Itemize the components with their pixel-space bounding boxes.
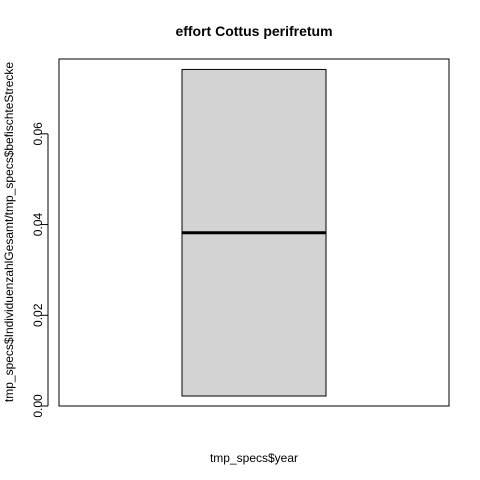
y-axis: 0.00 0.02 0.04 0.06 [31,122,49,418]
y-axis-label: tmp_specs$IndividuenzahlGesamt/tmp_specs… [2,62,16,403]
chart-title: effort Cottus perifretum [175,23,332,39]
plot-frame [58,58,450,407]
y-tick-label: 0.06 [31,122,45,146]
y-tick-label: 0.04 [31,213,45,237]
x-axis-label: tmp_specs$year [210,451,298,465]
boxplot [181,68,327,397]
y-tick-label: 0.00 [31,394,45,418]
y-tick-label: 0.02 [31,303,45,327]
